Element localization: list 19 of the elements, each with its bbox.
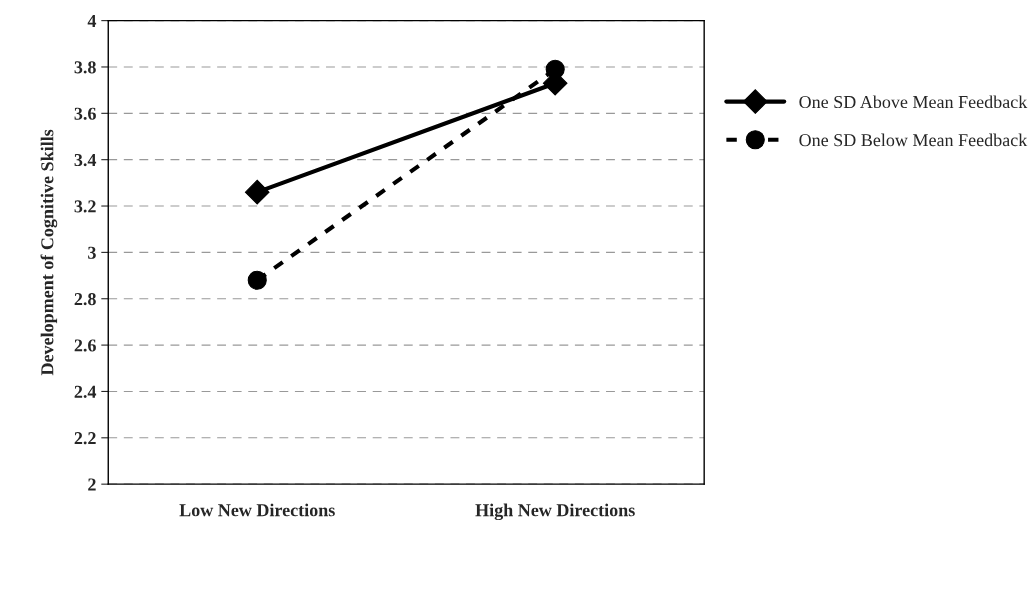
point — [244, 179, 270, 205]
point — [545, 59, 565, 79]
y-tick-label: 2.6 — [74, 339, 96, 352]
y-tick-label: 3.4 — [74, 153, 97, 167]
y-tick-label: 4 — [87, 14, 97, 27]
legend-label: One SD Above Mean Feedback — [799, 95, 1028, 109]
legend-label: One SD Below Mean Feedback — [799, 133, 1028, 147]
y-tick-label: 3.8 — [74, 61, 96, 74]
y-tick-label: 2 — [88, 478, 96, 491]
y-tick-label: 3.6 — [74, 107, 96, 120]
y-tick-label: 2.2 — [74, 432, 96, 445]
y-tick-label: 3 — [88, 246, 96, 259]
y-axis-title: Development of Cognitive Skills — [40, 129, 58, 376]
x-tick-label: Low New Directions — [179, 503, 335, 517]
point — [247, 270, 267, 290]
y-tick-label: 3.2 — [74, 200, 96, 213]
x-tick-label: High New Directions — [475, 503, 635, 521]
y-tick-label: 2.4 — [74, 385, 97, 398]
y-tick-label: 2.8 — [74, 293, 96, 306]
